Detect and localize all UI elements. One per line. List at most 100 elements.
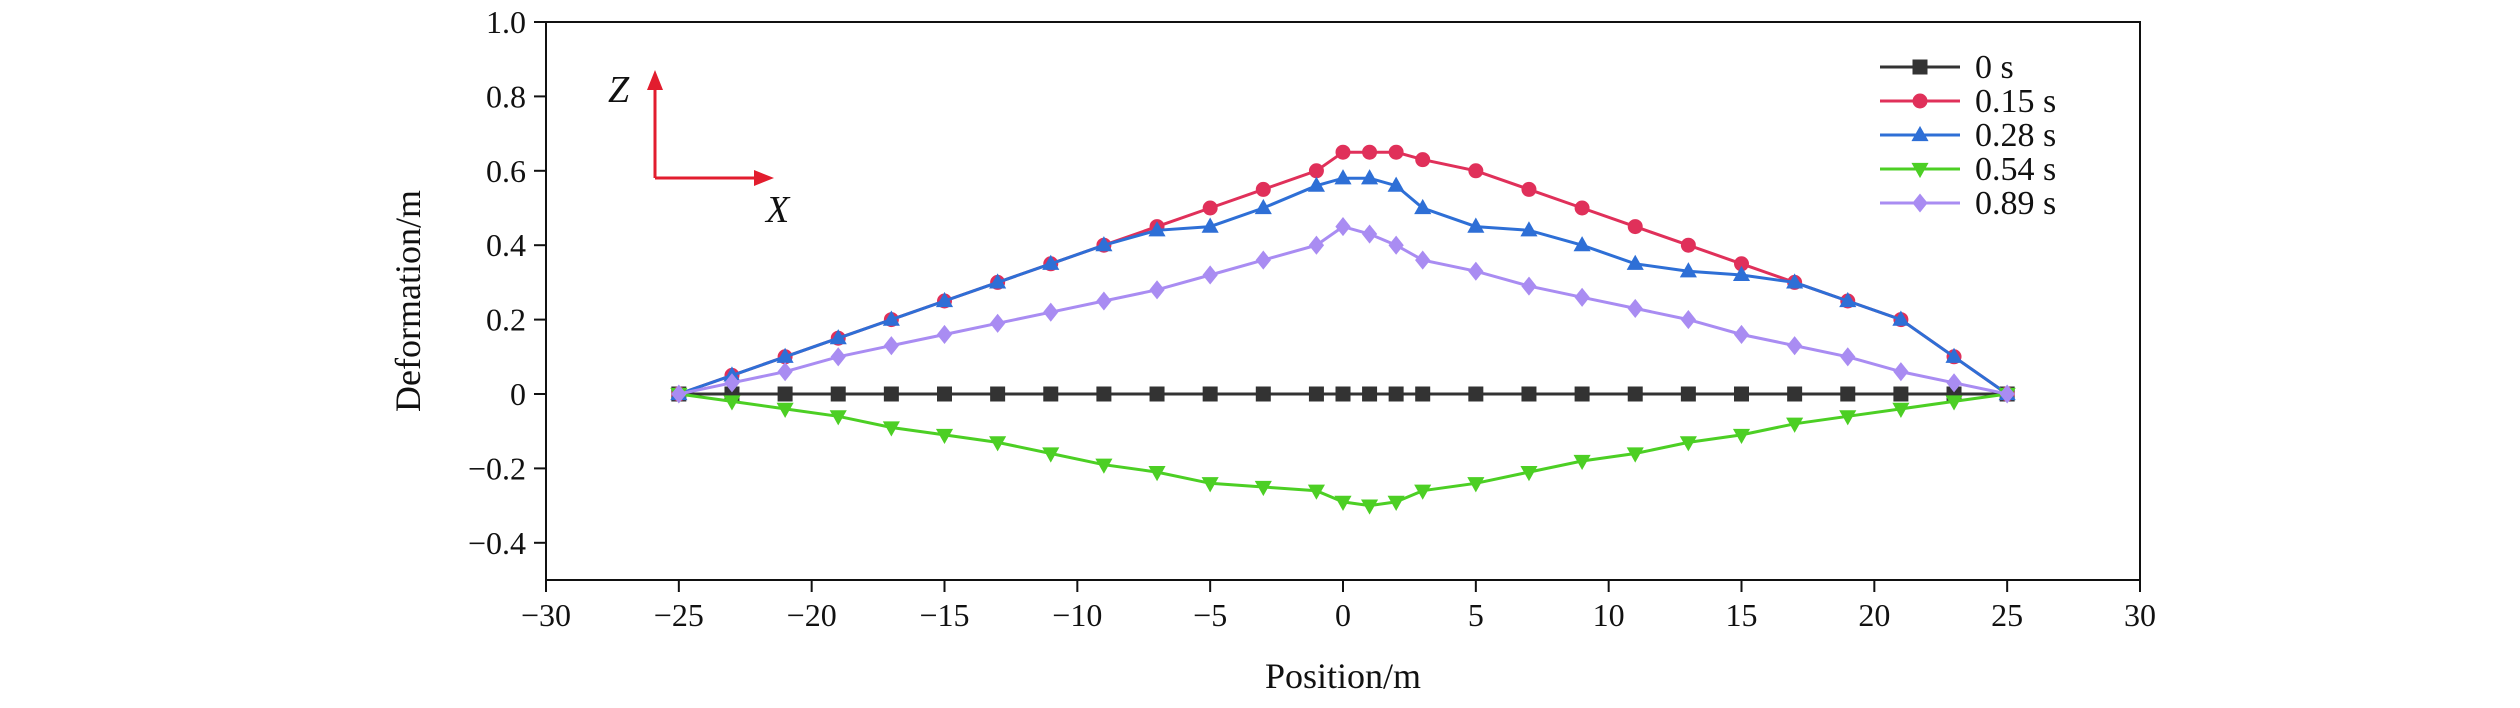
data-point bbox=[1307, 484, 1325, 500]
data-point bbox=[1388, 144, 1404, 160]
data-point bbox=[989, 436, 1007, 452]
data-point bbox=[1335, 217, 1351, 237]
x-tick-label: 15 bbox=[1726, 597, 1758, 633]
data-point bbox=[1520, 466, 1538, 482]
data-point bbox=[935, 428, 954, 444]
data-point bbox=[1627, 386, 1643, 402]
data-point bbox=[830, 347, 846, 367]
x-tick-label: −5 bbox=[1193, 597, 1227, 633]
data-point bbox=[1468, 386, 1484, 402]
x-tick-label: 20 bbox=[1858, 597, 1890, 633]
data-point bbox=[1945, 347, 1963, 363]
data-point bbox=[829, 410, 847, 426]
legend-marker bbox=[1911, 162, 1929, 179]
data-point bbox=[1414, 484, 1432, 500]
data-point bbox=[937, 386, 952, 402]
x-axis-title: Position/m bbox=[1265, 656, 1421, 696]
y-axis-ticks: −0.4 −0.2 0 0.2 0.4 0.6 0.8 1.0 bbox=[468, 4, 546, 561]
x-arrow-head bbox=[754, 170, 774, 186]
data-point bbox=[1467, 477, 1485, 493]
data-point bbox=[1362, 386, 1378, 402]
data-point bbox=[1839, 410, 1857, 426]
data-point bbox=[1468, 261, 1484, 281]
data-point bbox=[1334, 495, 1352, 511]
series-0 bbox=[671, 386, 2015, 402]
data-point bbox=[1254, 480, 1272, 497]
data-point bbox=[1255, 181, 1271, 197]
data-point bbox=[1335, 144, 1351, 160]
series-2 bbox=[670, 169, 2016, 401]
legend-item: 0.15 s bbox=[1880, 83, 2056, 120]
legend-label: 0.15 s bbox=[1975, 83, 2056, 120]
data-point bbox=[1148, 221, 1166, 237]
data-point bbox=[1573, 236, 1591, 252]
legend-item: 0.28 s bbox=[1880, 117, 2056, 154]
data-point bbox=[883, 386, 899, 402]
data-point bbox=[1521, 386, 1537, 402]
legend-marker bbox=[1912, 193, 1928, 213]
data-point bbox=[1573, 454, 1591, 471]
y-tick-label: −0.4 bbox=[468, 525, 526, 561]
series-line bbox=[678, 150, 2009, 396]
data-point bbox=[1892, 402, 1910, 418]
legend: 0 s0.15 s0.28 s0.54 s0.89 s bbox=[1880, 49, 2056, 222]
series-line bbox=[678, 176, 2009, 396]
z-axis-label: Z bbox=[608, 69, 630, 111]
data-point bbox=[1732, 428, 1751, 444]
x-axis-label: X bbox=[764, 189, 791, 231]
data-point bbox=[1734, 386, 1749, 402]
legend-item: 0.89 s bbox=[1880, 185, 2056, 222]
data-point bbox=[1043, 386, 1059, 402]
data-point bbox=[1680, 310, 1697, 330]
data-point bbox=[1387, 176, 1405, 192]
data-point bbox=[1361, 224, 1378, 244]
data-point bbox=[1839, 291, 1857, 308]
series-line bbox=[678, 392, 2008, 508]
legend-label: 0 s bbox=[1975, 49, 2014, 86]
data-point bbox=[723, 395, 741, 411]
data-point bbox=[882, 421, 900, 437]
data-point bbox=[989, 273, 1007, 289]
data-point bbox=[1786, 273, 1804, 289]
x-tick-label: −15 bbox=[919, 597, 969, 633]
data-point bbox=[1840, 386, 1856, 402]
data-point bbox=[829, 329, 847, 345]
x-tick-label: 25 bbox=[1991, 597, 2023, 633]
data-point bbox=[1255, 250, 1271, 270]
series-4 bbox=[671, 217, 2015, 404]
data-point bbox=[1254, 198, 1272, 215]
data-point bbox=[1520, 221, 1538, 237]
data-point bbox=[1999, 384, 2015, 404]
data-point bbox=[1946, 373, 1962, 393]
data-point bbox=[1096, 291, 1112, 311]
data-point bbox=[1202, 200, 1218, 216]
data-point bbox=[1335, 386, 1351, 402]
data-point bbox=[883, 336, 900, 356]
data-point bbox=[1042, 254, 1060, 270]
data-point bbox=[1521, 276, 1537, 296]
data-point bbox=[1574, 287, 1590, 307]
y-tick-label: 0.2 bbox=[486, 302, 526, 338]
data-point bbox=[882, 310, 900, 326]
data-point bbox=[1387, 495, 1405, 511]
x-tick-label: 30 bbox=[2124, 597, 2156, 633]
legend-marker bbox=[1912, 59, 1928, 75]
data-point bbox=[1308, 235, 1325, 255]
data-point bbox=[990, 386, 1006, 402]
data-point bbox=[724, 373, 740, 393]
data-point bbox=[1334, 169, 1352, 185]
data-point bbox=[1574, 200, 1590, 216]
data-point bbox=[1202, 265, 1218, 285]
data-point bbox=[1521, 181, 1537, 197]
legend-label: 0.89 s bbox=[1975, 185, 2056, 222]
data-point bbox=[671, 384, 687, 404]
data-point bbox=[1388, 386, 1404, 402]
data-point bbox=[1414, 198, 1432, 215]
y-tick-label: 0.6 bbox=[486, 153, 526, 189]
data-point bbox=[1626, 254, 1644, 270]
data-point bbox=[1415, 250, 1431, 270]
x-tick-label: −10 bbox=[1052, 597, 1102, 633]
series-line bbox=[678, 224, 2008, 396]
data-point bbox=[1415, 386, 1431, 402]
